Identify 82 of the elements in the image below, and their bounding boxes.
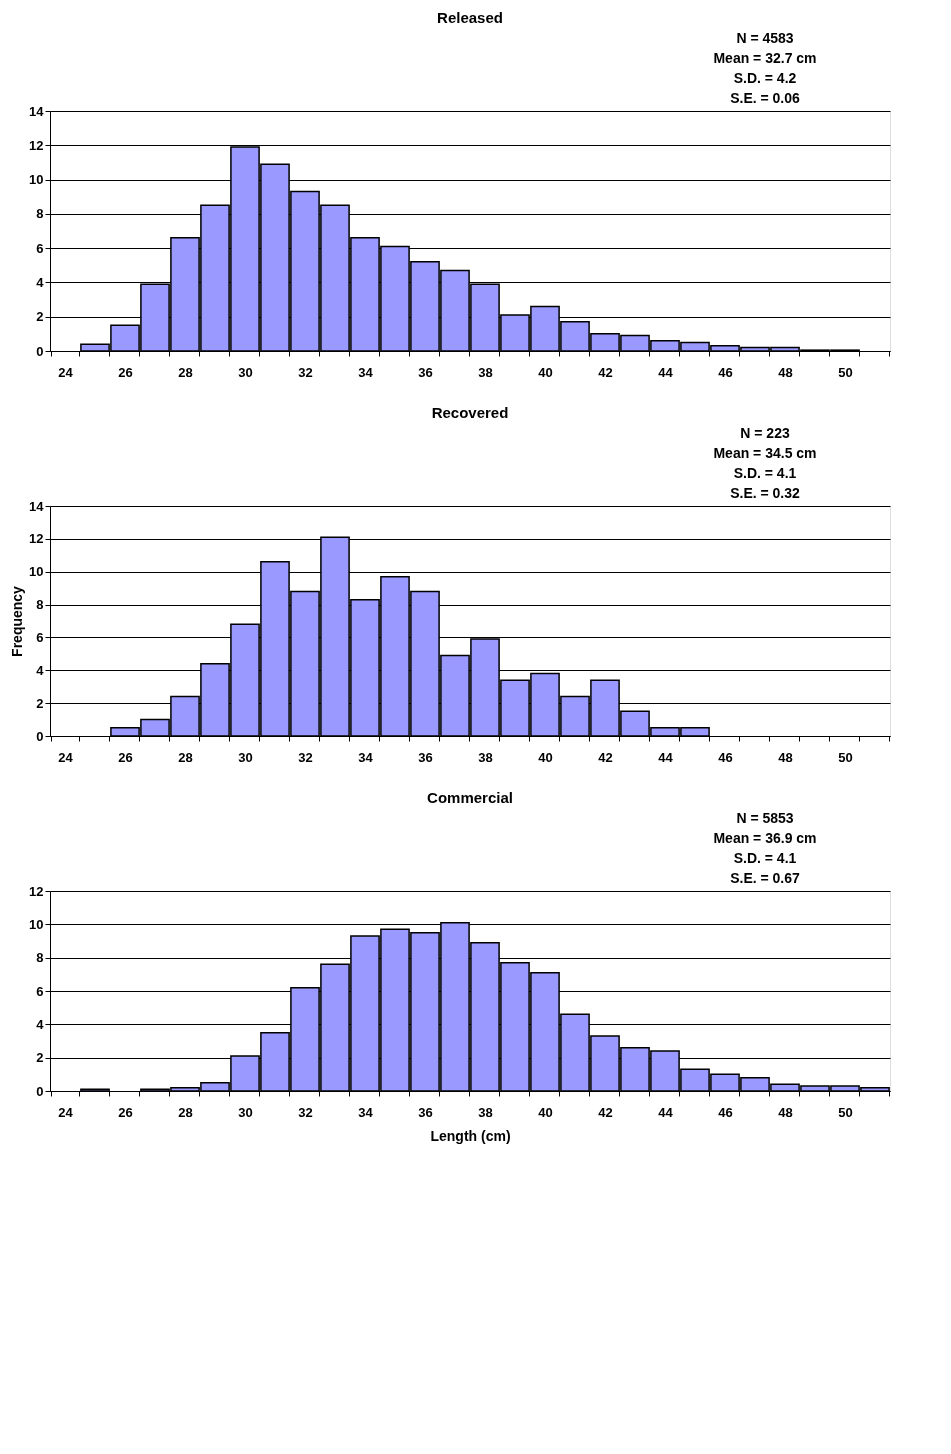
- x-tick-label: 34: [358, 749, 374, 765]
- x-tick-label: 24: [58, 364, 74, 380]
- x-tick-label: 38: [478, 749, 493, 765]
- x-tick-label: 28: [178, 1104, 193, 1120]
- text: S.E. = 0.06: [730, 90, 801, 106]
- y-tick-label: 12: [29, 883, 44, 899]
- x-tick-label: 44: [658, 364, 674, 380]
- x-tick-label: 34: [358, 1104, 374, 1120]
- x-tick-label: 24: [58, 1104, 74, 1120]
- text: S.E. = 0.67: [730, 870, 801, 886]
- text: N = 4583: [736, 30, 794, 46]
- y-tick-label: 10: [29, 916, 44, 932]
- y-tick-label: 12: [29, 531, 44, 547]
- y-tick-label: 4: [36, 1016, 45, 1032]
- y-tick-label: 0: [36, 728, 44, 744]
- x-tick-label: 28: [178, 749, 193, 765]
- x-tick-label: 50: [838, 364, 853, 380]
- x-tick-label: 48: [778, 364, 793, 380]
- x-tick-label: 30: [238, 1104, 253, 1120]
- x-tick-label: 30: [238, 364, 253, 380]
- text: S.D. = 4.2: [733, 70, 797, 86]
- x-tick-label: 48: [778, 749, 793, 765]
- x-tick-label: 30: [238, 749, 253, 765]
- x-tick-label: 42: [598, 749, 613, 765]
- y-tick-label: 10: [29, 172, 44, 188]
- x-tick-label: 40: [538, 749, 553, 765]
- text: S.D. = 4.1: [733, 465, 797, 481]
- x-tick-label: 48: [778, 1104, 793, 1120]
- x-tick-label: 28: [178, 364, 193, 380]
- chart-title: Recovered: [431, 404, 509, 421]
- y-tick-label: 0: [36, 343, 44, 359]
- x-tick-label: 26: [118, 364, 133, 380]
- y-tick-label: 2: [36, 309, 44, 325]
- y-tick-label: 4: [36, 274, 45, 290]
- x-tick-label: 24: [58, 749, 74, 765]
- x-tick-label: 46: [718, 749, 733, 765]
- x-tick-label: 26: [118, 749, 133, 765]
- y-tick-label: 2: [36, 695, 44, 711]
- y-tick-label: 6: [36, 240, 44, 256]
- x-axis-title: Length (cm): [430, 1127, 511, 1144]
- x-tick-label: 34: [358, 364, 374, 380]
- text: S.D. = 4.1: [733, 850, 797, 866]
- y-axis-title: Frequency: [9, 585, 26, 657]
- y-tick-label: 2: [36, 1050, 44, 1066]
- x-tick-label: 36: [418, 364, 433, 380]
- x-tick-label: 36: [418, 749, 433, 765]
- y-tick-label: 8: [36, 597, 44, 613]
- x-tick-label: 26: [118, 1104, 133, 1120]
- x-tick-label: 38: [478, 1104, 493, 1120]
- x-tick-label: 42: [598, 1104, 613, 1120]
- chart-title: Released: [437, 9, 503, 26]
- x-tick-label: 46: [718, 1104, 733, 1120]
- text: N = 5853: [736, 810, 794, 826]
- y-tick-label: 8: [36, 950, 44, 966]
- x-tick-label: 38: [478, 364, 493, 380]
- x-tick-label: 32: [298, 364, 313, 380]
- x-tick-label: 42: [598, 364, 613, 380]
- x-tick-label: 44: [658, 1104, 674, 1120]
- x-tick-label: 50: [838, 1104, 853, 1120]
- x-tick-label: 32: [298, 1104, 313, 1120]
- text: N = 223: [740, 425, 790, 441]
- text: S.E. = 0.32: [730, 485, 801, 501]
- y-tick-label: 4: [36, 662, 45, 678]
- x-tick-label: 46: [718, 364, 733, 380]
- y-tick-label: 6: [36, 983, 44, 999]
- x-tick-label: 44: [658, 749, 674, 765]
- y-tick-label: 14: [29, 498, 45, 514]
- y-tick-label: 0: [36, 1083, 44, 1099]
- y-tick-label: 10: [29, 564, 44, 580]
- y-tick-label: 8: [36, 206, 44, 222]
- chart-title: Commercial: [427, 789, 513, 806]
- x-tick-label: 40: [538, 364, 553, 380]
- text: Mean = 36.9 cm: [713, 830, 817, 846]
- text: Mean = 34.5 cm: [713, 445, 817, 461]
- text: Mean = 32.7 cm: [713, 50, 817, 66]
- x-tick-label: 36: [418, 1104, 433, 1120]
- y-tick-label: 12: [29, 137, 44, 153]
- x-tick-label: 32: [298, 749, 313, 765]
- x-tick-label: 40: [538, 1104, 553, 1120]
- y-tick-label: 14: [29, 103, 45, 119]
- x-tick-label: 50: [838, 749, 853, 765]
- y-tick-label: 6: [36, 629, 44, 645]
